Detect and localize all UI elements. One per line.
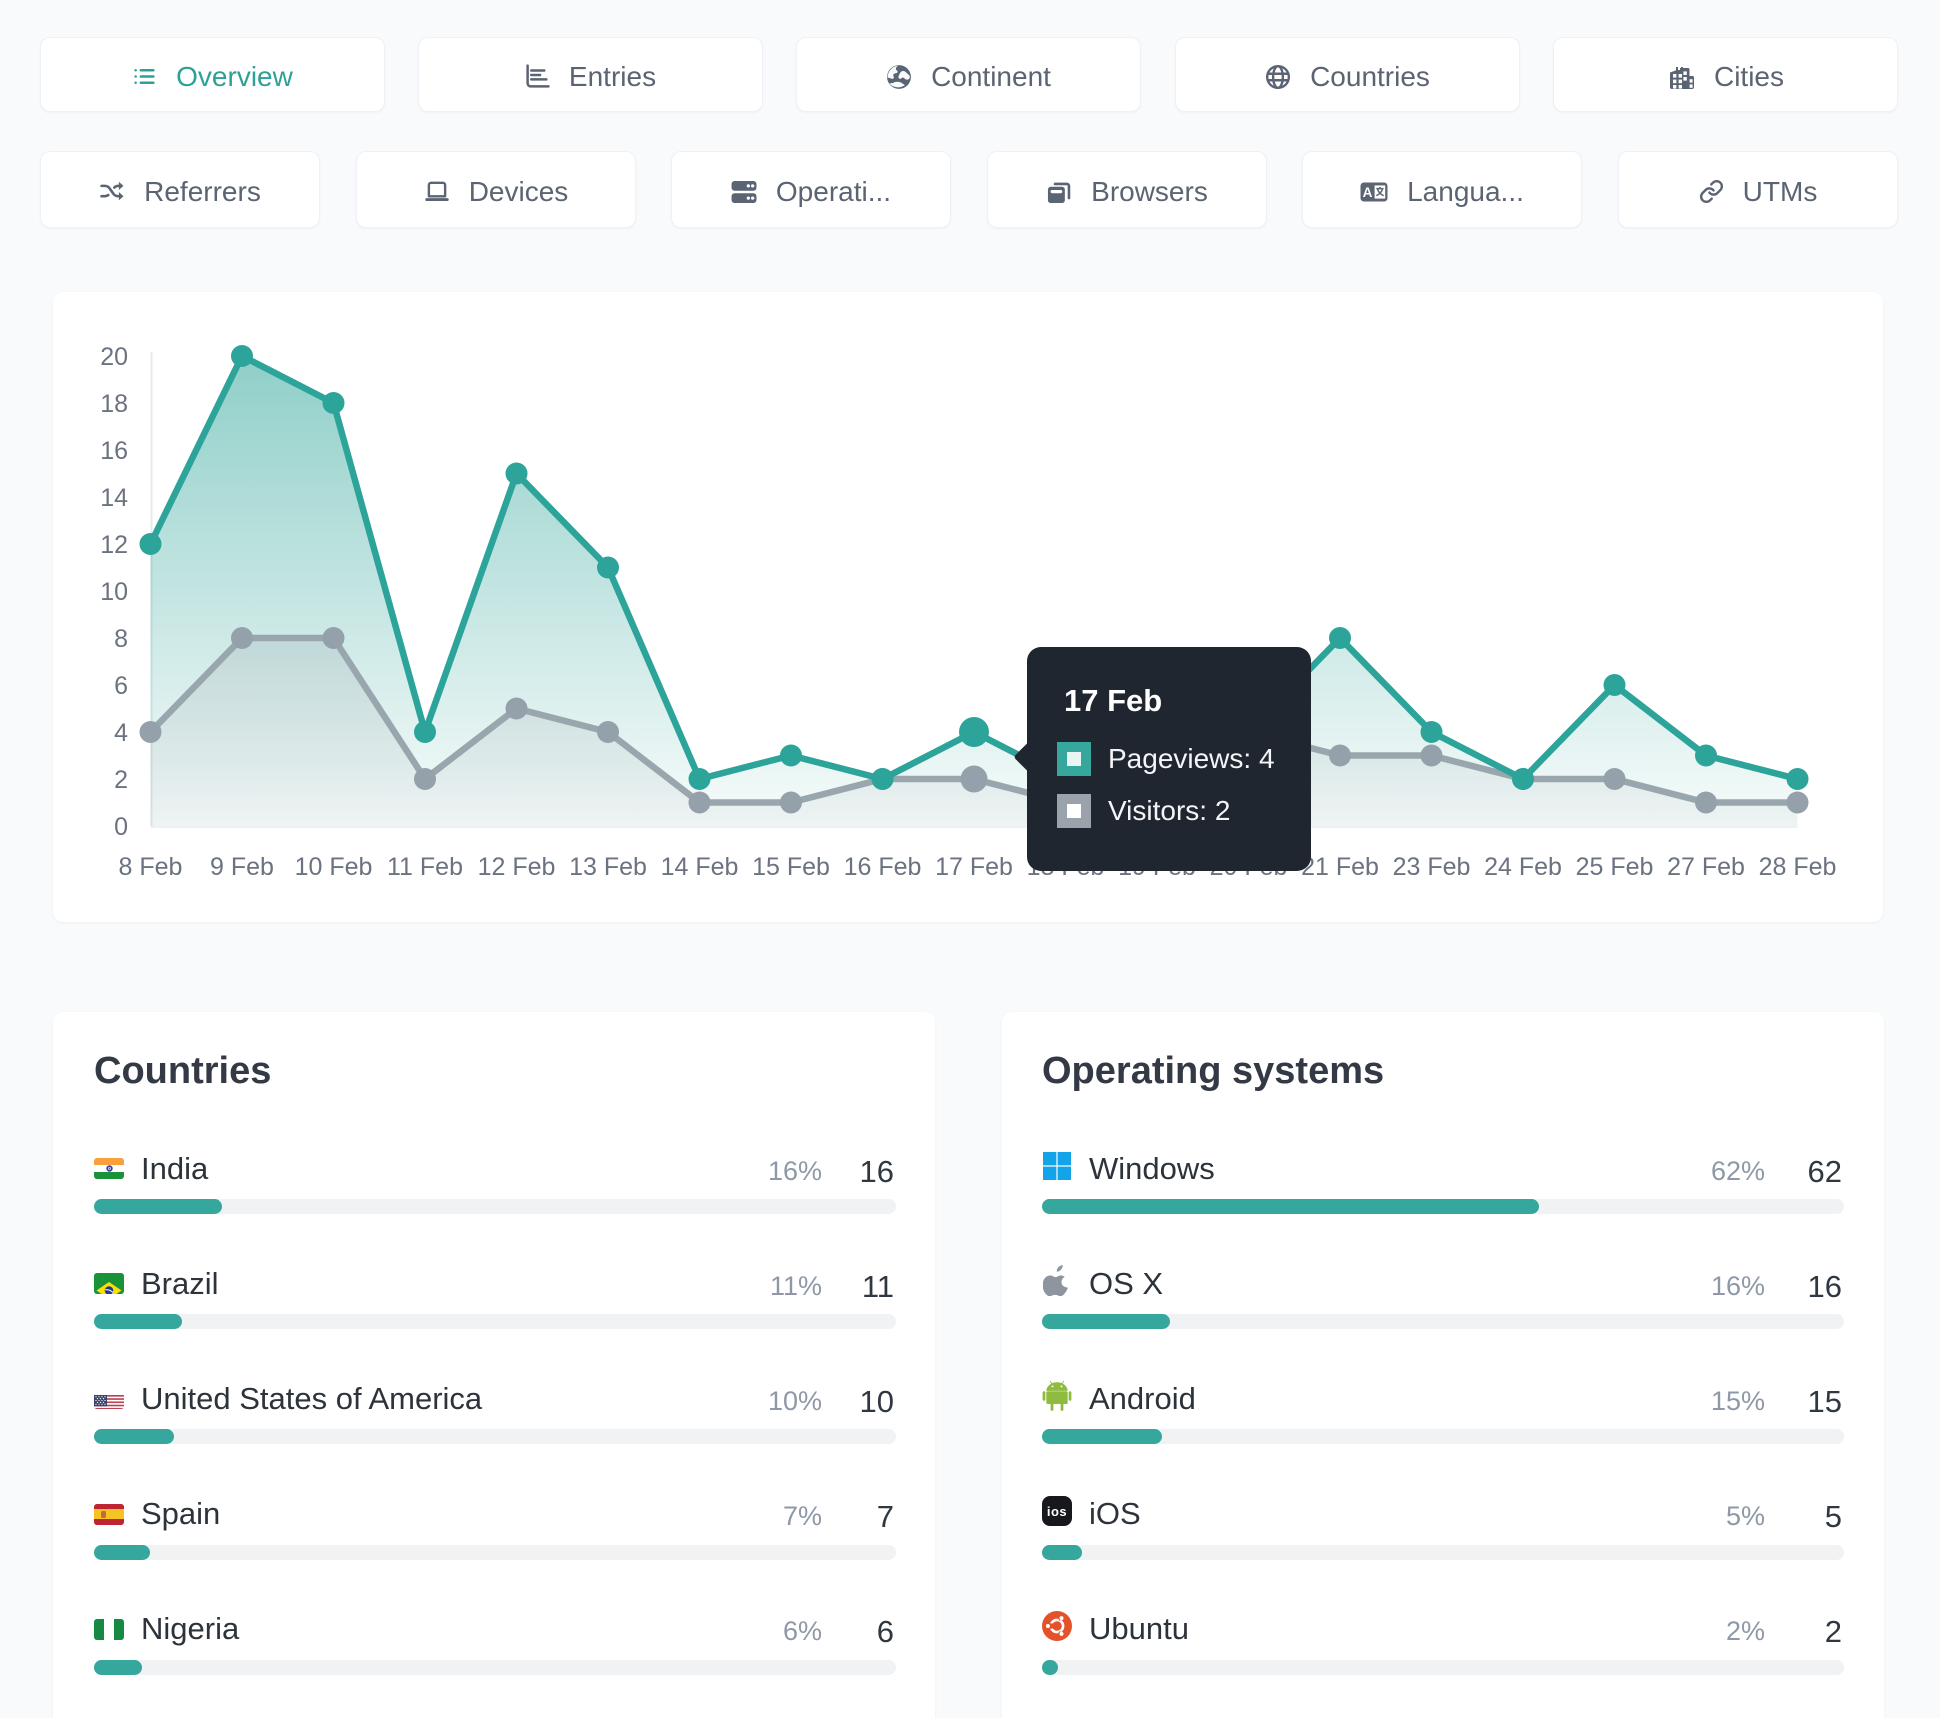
svg-text:16 Feb: 16 Feb xyxy=(844,853,922,881)
svg-text:25 Feb: 25 Feb xyxy=(1576,853,1654,881)
svg-text:24 Feb: 24 Feb xyxy=(1484,853,1562,881)
svg-text:15 Feb: 15 Feb xyxy=(752,853,830,881)
svg-text:9 Feb: 9 Feb xyxy=(210,853,274,881)
svg-text:14 Feb: 14 Feb xyxy=(661,853,739,881)
svg-text:11 Feb: 11 Feb xyxy=(387,853,463,881)
svg-text:6: 6 xyxy=(114,672,128,700)
svg-text:4: 4 xyxy=(114,719,128,747)
svg-text:10 Feb: 10 Feb xyxy=(295,853,373,881)
svg-text:10: 10 xyxy=(100,578,128,606)
svg-text:A: A xyxy=(1363,185,1373,200)
svg-text:27 Feb: 27 Feb xyxy=(1667,853,1745,881)
svg-text:0: 0 xyxy=(114,813,128,841)
svg-text:13 Feb: 13 Feb xyxy=(569,853,647,881)
svg-text:20: 20 xyxy=(100,343,128,371)
svg-text:16: 16 xyxy=(100,437,128,465)
svg-text:17 Feb: 17 Feb xyxy=(935,853,1013,881)
svg-text:12 Feb: 12 Feb xyxy=(478,853,556,881)
svg-text:18: 18 xyxy=(100,390,128,418)
svg-text:8: 8 xyxy=(114,625,128,653)
svg-text:21 Feb: 21 Feb xyxy=(1301,853,1379,881)
svg-text:12: 12 xyxy=(100,531,128,559)
svg-text:23 Feb: 23 Feb xyxy=(1393,853,1471,881)
svg-text:8 Feb: 8 Feb xyxy=(119,853,183,881)
svg-text:2: 2 xyxy=(114,766,128,794)
svg-text:28 Feb: 28 Feb xyxy=(1759,853,1837,881)
svg-text:14: 14 xyxy=(100,484,128,512)
